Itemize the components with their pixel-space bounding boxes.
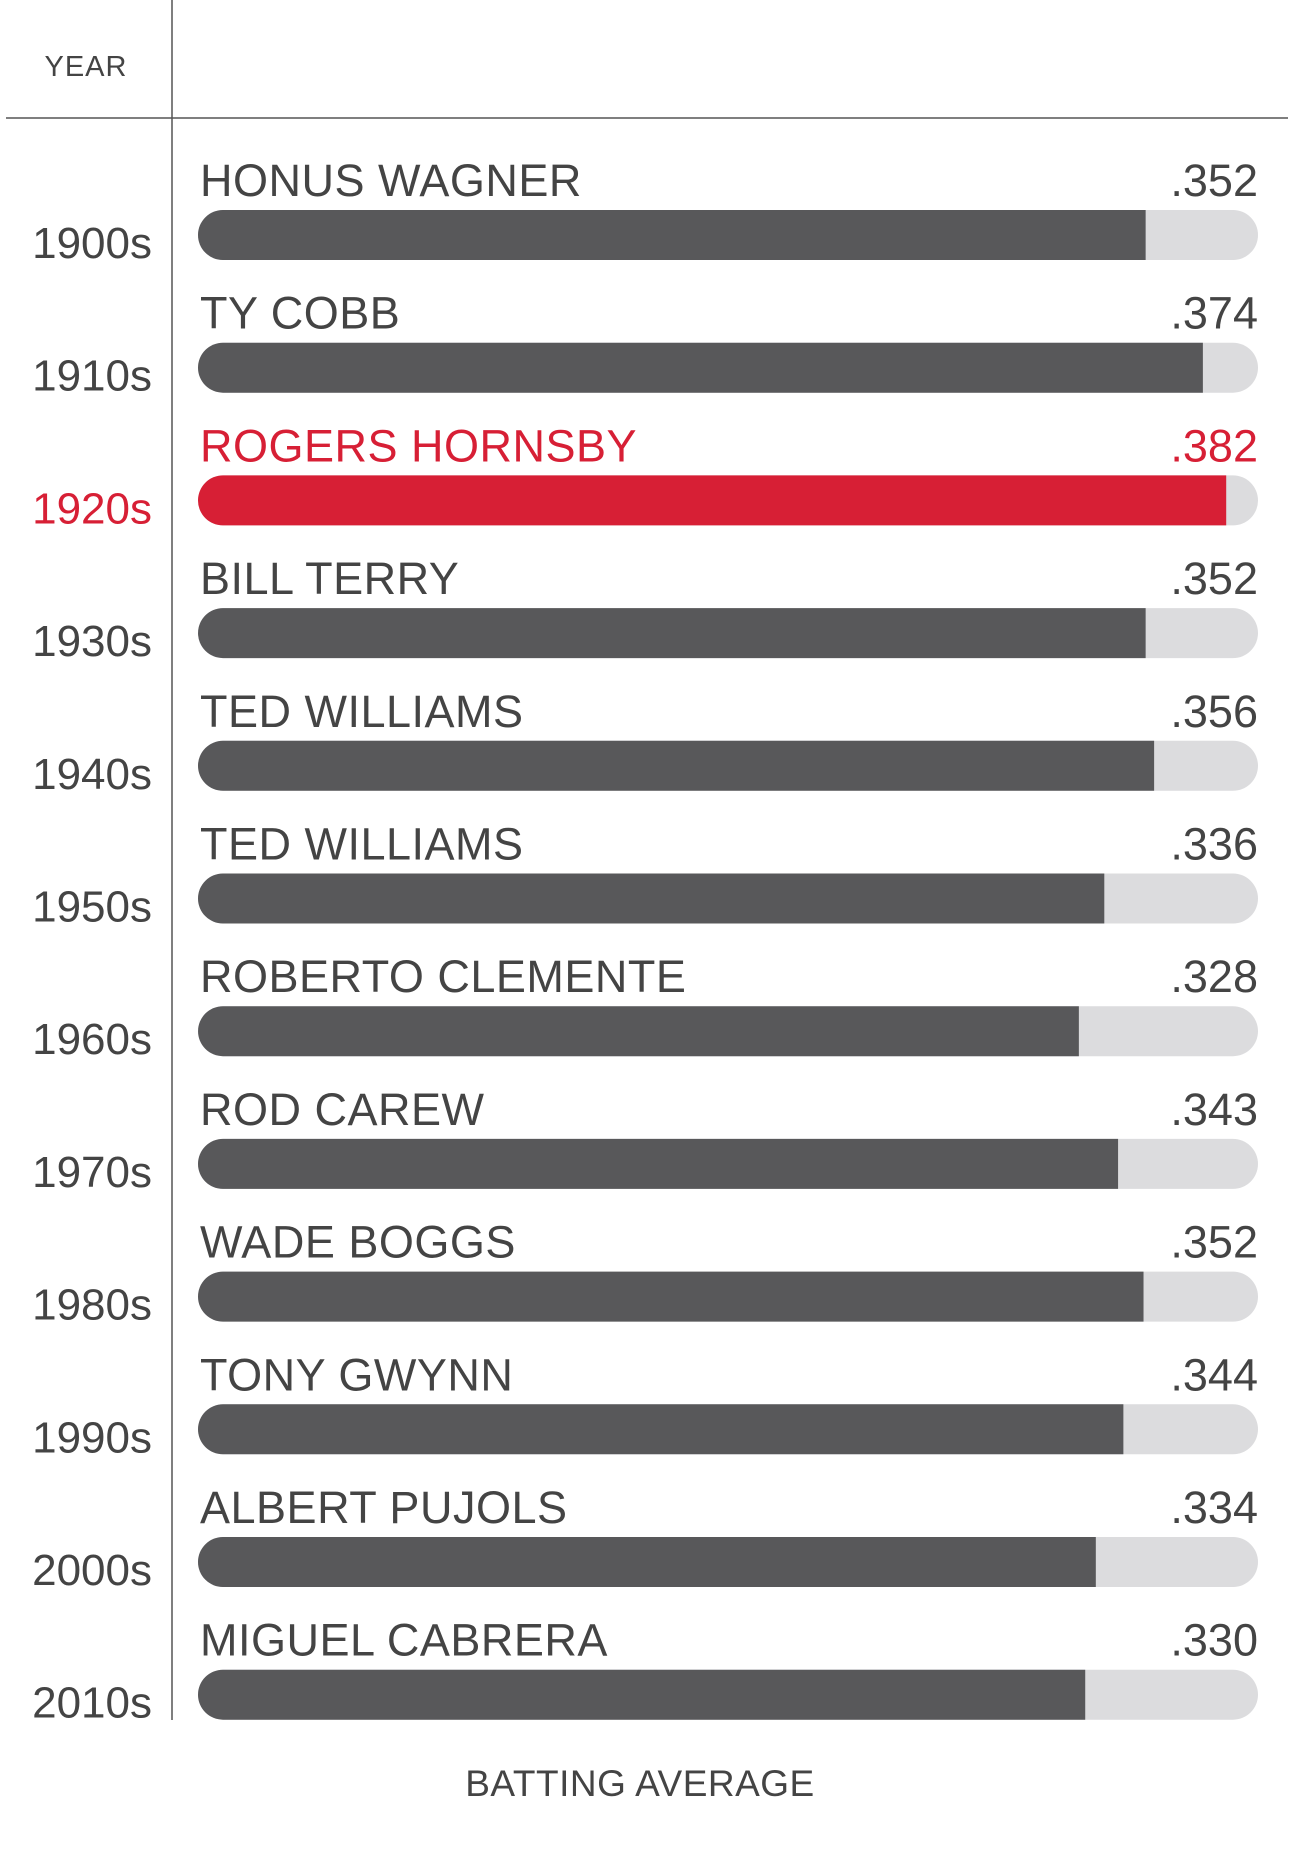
bar-row: MIGUEL CABRERA .330 2010s xyxy=(32,1615,1258,1728)
value-label: .344 xyxy=(1170,1349,1258,1400)
bar-row: ROD CAREW .343 1970s xyxy=(32,1084,1258,1197)
decade-label: 2000s xyxy=(32,1546,152,1595)
player-name: ROBERTO CLEMENTE xyxy=(200,951,686,1002)
bar xyxy=(198,1404,1124,1455)
decade-label: 1930s xyxy=(32,617,152,666)
value-label: .382 xyxy=(1170,420,1258,471)
value-label: .336 xyxy=(1170,819,1258,870)
player-name: ROD CAREW xyxy=(200,1084,485,1135)
bar xyxy=(198,873,1105,924)
player-name: TED WILLIAMS xyxy=(200,686,524,737)
decade-label: 1960s xyxy=(32,1015,152,1064)
decade-label: 1920s xyxy=(32,484,152,533)
player-name: TY COBB xyxy=(200,288,400,339)
x-axis-label: BATTING AVERAGE xyxy=(465,1763,814,1804)
decade-label: 1950s xyxy=(32,883,152,932)
bar xyxy=(198,740,1155,791)
player-name: ALBERT PUJOLS xyxy=(200,1482,568,1533)
bar xyxy=(198,1537,1096,1587)
value-label: .352 xyxy=(1170,155,1258,206)
bar xyxy=(198,342,1203,393)
bar xyxy=(197,475,1227,526)
player-name: ROGERS HORNSBY xyxy=(200,420,637,471)
bar-rows: HONUS WAGNER .352 1900s TY COBB .374 1910s ROG… xyxy=(32,155,1258,1728)
bar-row: TED WILLIAMS .356 1940s xyxy=(32,686,1258,799)
bar xyxy=(198,1138,1119,1189)
value-label: .352 xyxy=(1170,553,1258,604)
decade-label: 1970s xyxy=(32,1148,152,1197)
value-label: .334 xyxy=(1170,1482,1258,1533)
bar-row: ROGERS HORNSBY .382 1920s xyxy=(32,420,1258,533)
decade-label: 1990s xyxy=(32,1413,152,1462)
player-name: TONY GWYNN xyxy=(200,1349,513,1400)
player-name: MIGUEL CABRERA xyxy=(200,1615,608,1666)
bar xyxy=(198,1006,1079,1057)
value-label: .343 xyxy=(1170,1084,1258,1135)
bar xyxy=(198,608,1146,659)
value-label: .352 xyxy=(1170,1217,1258,1268)
bar-row: ROBERTO CLEMENTE .328 1960s xyxy=(32,951,1258,1064)
bar-row: TED WILLIAMS .336 1950s xyxy=(32,819,1258,932)
year-column-header: YEAR xyxy=(45,51,128,83)
player-name: TED WILLIAMS xyxy=(200,819,524,870)
bar xyxy=(198,1271,1144,1322)
bar-row: HONUS WAGNER .352 1900s xyxy=(32,155,1258,268)
bar-row: ALBERT PUJOLS .334 2000s xyxy=(32,1482,1258,1595)
bar xyxy=(198,210,1146,260)
value-label: .374 xyxy=(1170,288,1258,339)
value-label: .328 xyxy=(1170,951,1258,1002)
decade-label: 1980s xyxy=(32,1281,152,1330)
value-label: .356 xyxy=(1170,686,1258,737)
bar-row: TY COBB .374 1910s xyxy=(32,288,1258,401)
value-label: .330 xyxy=(1170,1615,1258,1666)
decade-label: 1910s xyxy=(32,352,152,401)
decade-label: 1900s xyxy=(32,219,152,268)
bar-row: WADE BOGGS .352 1980s xyxy=(32,1217,1258,1330)
player-name: WADE BOGGS xyxy=(200,1217,516,1268)
player-name: HONUS WAGNER xyxy=(200,155,582,206)
bar xyxy=(198,1669,1086,1720)
player-name: BILL TERRY xyxy=(200,553,459,604)
bar-row: BILL TERRY .352 1930s xyxy=(32,553,1258,666)
decade-label: 1940s xyxy=(32,750,152,799)
decade-label: 2010s xyxy=(32,1679,152,1728)
bar-row: TONY GWYNN .344 1990s xyxy=(32,1349,1258,1462)
